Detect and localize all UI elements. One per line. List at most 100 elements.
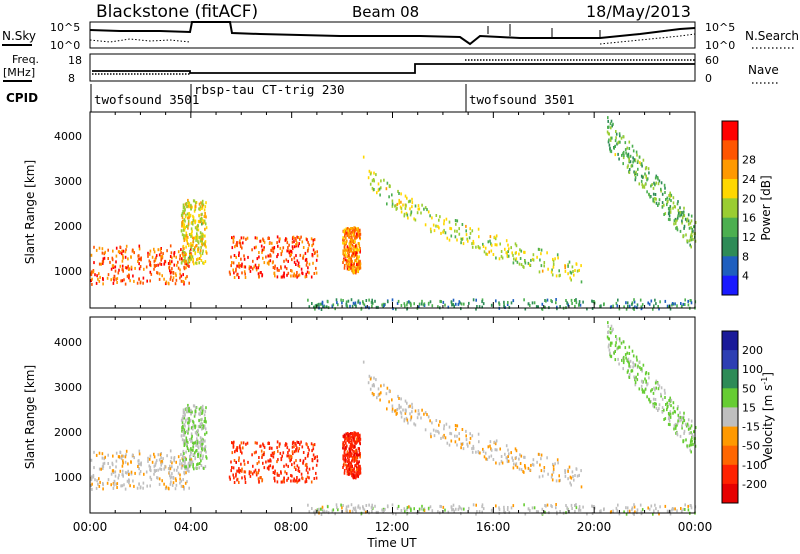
- echo-cell-6: [684, 217, 687, 221]
- echo-cell-2: [198, 407, 201, 411]
- echo-cell-5: [580, 469, 582, 473]
- echo-cell-7: [565, 299, 567, 302]
- echo-cell-5: [580, 264, 582, 268]
- echo-cell-1: [120, 457, 123, 461]
- echo-cell-2: [184, 219, 186, 223]
- echo-cell-6: [660, 386, 663, 390]
- echo-cell-3: [287, 476, 290, 480]
- echo-cell-3: [307, 445, 309, 449]
- echo-cell-4: [353, 453, 355, 457]
- echo-cell-1: [180, 479, 183, 483]
- echo-cell-7: [368, 298, 370, 302]
- echo-cell-1: [121, 473, 124, 477]
- echo-cell-7: [397, 299, 400, 303]
- echo-cell-1: [154, 463, 157, 467]
- echo-cell-7: [384, 507, 386, 511]
- frequency-panel: Freq. [MHz] 18 8 60 0 Nave: [3, 53, 779, 85]
- echo-cell-7: [331, 304, 334, 308]
- echo-cell-3: [238, 459, 240, 462]
- echo-cell-2: [183, 439, 185, 443]
- echo-cell-6: [668, 197, 671, 201]
- echo-cell-7: [582, 300, 584, 304]
- echo-cell-3: [286, 249, 288, 253]
- echo-cell-5: [411, 410, 413, 414]
- echo-cell-2: [189, 418, 192, 422]
- echo-cell-2: [187, 257, 190, 261]
- echo-cell-7: [316, 303, 319, 307]
- echo-cell-7: [410, 302, 412, 306]
- echo-cell-7: [669, 307, 672, 311]
- echo-cell-3: [290, 274, 292, 278]
- echo-cell-3: [230, 264, 232, 268]
- echo-cell-5: [379, 193, 381, 197]
- echo-cell-3: [235, 472, 237, 476]
- echo-cell-3: [262, 256, 264, 260]
- echo-cell-6: [661, 205, 664, 209]
- echo-cell-4: [344, 436, 347, 440]
- echo-cell-3: [316, 455, 318, 459]
- echo-cell-7: [354, 506, 357, 510]
- echo-cell-1: [118, 473, 120, 477]
- echo-cell-1: [169, 277, 172, 281]
- echo-cell-6: [654, 176, 657, 180]
- echo-cell-7: [592, 505, 594, 509]
- echo-cell-3: [291, 445, 294, 449]
- echo-cell-3: [310, 275, 313, 279]
- echo-cell-3: [244, 276, 247, 279]
- echo-cell-5: [391, 398, 393, 402]
- echo-cell-1: [175, 483, 178, 487]
- echo-cell-4: [354, 246, 357, 250]
- echo-cell-3: [278, 444, 281, 448]
- echo-cell-7: [427, 506, 430, 510]
- echo-cell-7: [363, 303, 366, 307]
- echo-cell-4: [356, 256, 358, 260]
- echo-cell-1: [129, 279, 131, 283]
- echo-cell-5: [461, 442, 463, 446]
- echo-cell-7: [324, 305, 326, 309]
- echo-cell-4: [347, 248, 350, 252]
- echo-cell-3: [284, 470, 286, 474]
- echo-cell-6: [681, 216, 684, 220]
- echo-cell-4: [355, 244, 357, 248]
- echo-cell-5: [397, 189, 399, 193]
- echo-cell-5: [448, 238, 451, 242]
- echo-cell-1: [116, 486, 118, 489]
- echo-cell-4: [347, 437, 349, 441]
- echo-cell-3: [254, 263, 257, 267]
- echo-cell-3: [286, 478, 288, 482]
- echo-cell-1: [155, 256, 157, 260]
- echo-cell-7: [634, 510, 636, 514]
- echo-cell-4: [346, 432, 349, 436]
- echo-cell-4: [343, 245, 346, 249]
- xtick-2400: 00:00: [678, 520, 713, 534]
- echo-cell-6: [609, 136, 612, 140]
- echo-cell-6: [652, 391, 655, 395]
- echo-cell-4: [345, 261, 348, 265]
- echo-cell-5: [530, 258, 532, 262]
- echo-cell-7: [627, 509, 629, 513]
- echo-cell-3: [228, 270, 231, 274]
- echo-cell-6: [672, 406, 675, 410]
- echo-cell-3: [316, 459, 319, 463]
- echo-cell-7: [668, 305, 670, 309]
- echo-cell-3: [235, 460, 237, 464]
- echo-cell-2: [192, 260, 194, 264]
- echo-cell-6: [638, 387, 641, 391]
- echo-cell-3: [230, 469, 232, 473]
- echo-cell-6: [628, 157, 630, 161]
- echo-cell-5: [552, 464, 555, 468]
- echo-cell-5: [405, 408, 407, 412]
- echo-cell-1: [169, 262, 172, 266]
- echo-cell-4: [355, 253, 357, 257]
- echo-cell-7: [444, 303, 446, 307]
- echo-cell-2: [201, 202, 203, 206]
- echo-cell-3: [241, 467, 243, 471]
- echo-cell-6: [646, 177, 649, 181]
- echo-cell-3: [267, 254, 269, 258]
- echo-cell-3: [231, 261, 233, 264]
- echo-cell-2: [191, 220, 194, 224]
- echo-cell-2: [199, 440, 202, 444]
- echo-cell-1: [182, 273, 184, 277]
- echo-cell-5: [487, 240, 490, 244]
- echo-cell-7: [508, 305, 511, 309]
